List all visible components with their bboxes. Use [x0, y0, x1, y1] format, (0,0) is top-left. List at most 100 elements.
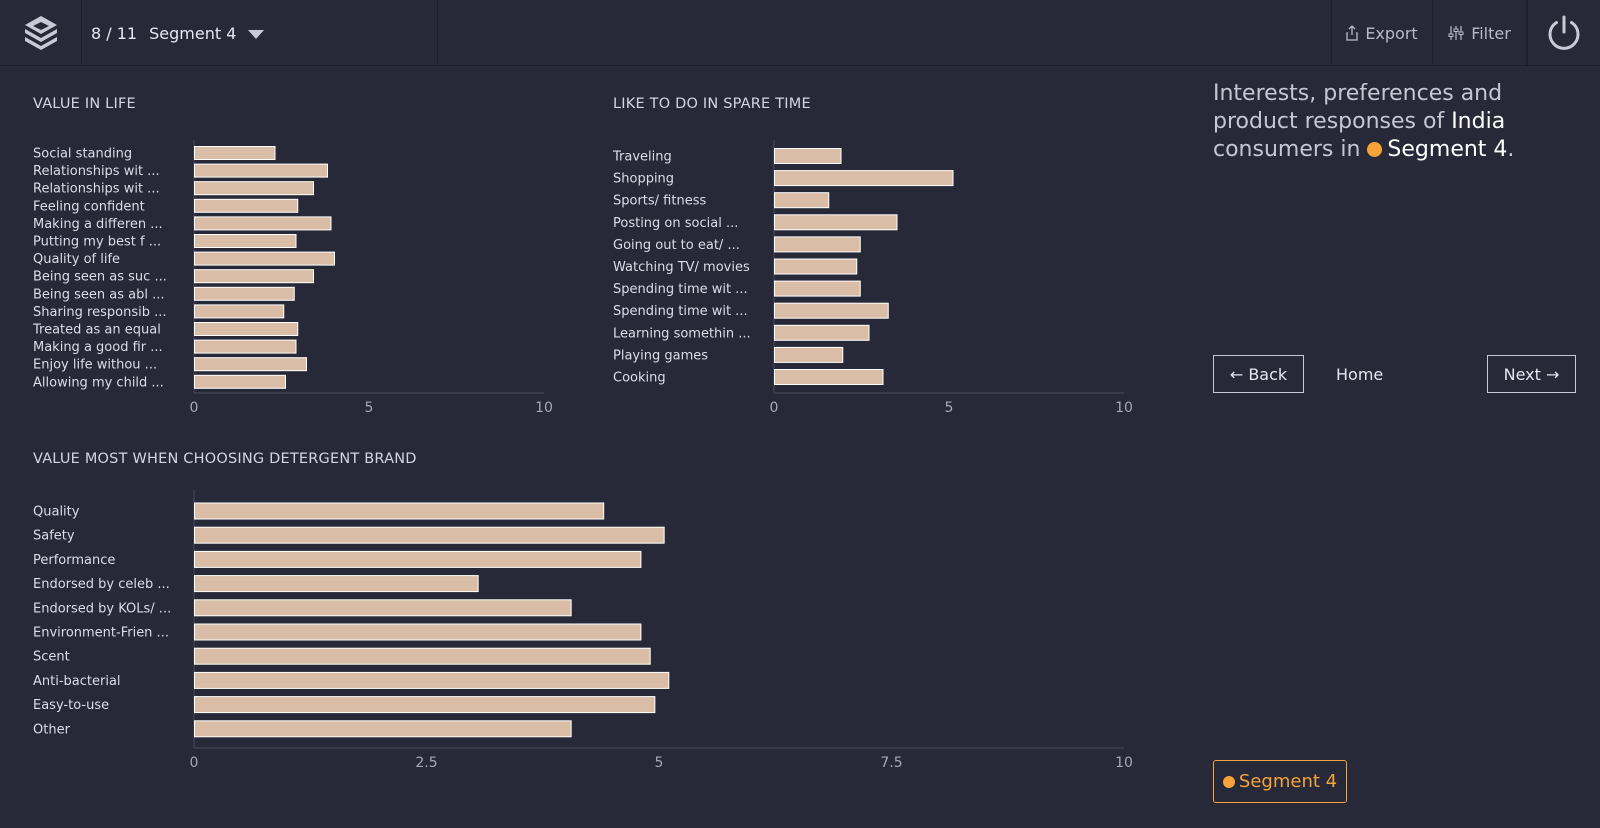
export-button[interactable]: Export [1331, 0, 1432, 66]
sliders-icon [1448, 25, 1464, 41]
back-button[interactable]: ← Back [1213, 355, 1304, 393]
filter-label: Filter [1471, 23, 1511, 43]
bar[interactable] [194, 720, 572, 738]
bar[interactable] [194, 234, 297, 248]
bar[interactable] [194, 216, 332, 231]
filter-button[interactable]: Filter [1432, 0, 1526, 66]
headline-end: . [1507, 137, 1515, 162]
category-label: Sharing responsib ... [33, 305, 166, 320]
bar[interactable] [774, 214, 898, 231]
category-label: Learning somethin ... [613, 326, 751, 341]
bar[interactable] [194, 146, 276, 160]
top-bar: 8 / 11 Segment 4 Export Filter [0, 0, 1600, 66]
x-tick-label: 10 [535, 400, 553, 416]
category-label: Watching TV/ movies [613, 260, 750, 275]
bar[interactable] [194, 357, 307, 372]
category-label: Making a good fir ... [33, 340, 163, 355]
page-headline: Interests, preferences and product respo… [1213, 80, 1583, 164]
home-link[interactable]: Home [1336, 364, 1384, 384]
category-label: Spending time wit ... [613, 282, 748, 297]
category-label: Endorsed by celeb ... [33, 577, 170, 592]
x-tick-label: 0 [770, 400, 779, 416]
bar[interactable] [194, 502, 605, 520]
bar[interactable] [194, 374, 286, 389]
bar[interactable] [194, 623, 642, 641]
logo-icon [24, 16, 57, 50]
headline-text: Interests, preferences and product respo… [1213, 81, 1503, 134]
category-label: Shopping [613, 172, 674, 187]
power-icon [1548, 15, 1580, 50]
headline-segment: Segment 4 [1387, 137, 1508, 162]
category-label: Anti-bacterial [33, 674, 121, 689]
spare-time-chart: Traveling Shopping Sports/ fitness Posting … [612, 140, 1133, 416]
category-label: Feeling confident [33, 199, 145, 214]
bar[interactable] [194, 550, 642, 568]
x-tick-label: 2.5 [415, 755, 437, 771]
bar[interactable] [774, 236, 861, 253]
power-button[interactable] [1526, 0, 1600, 66]
bar[interactable] [774, 346, 844, 363]
bar[interactable] [774, 302, 889, 319]
category-label: Being seen as abl ... [33, 287, 165, 302]
bar[interactable] [194, 322, 299, 336]
bar[interactable] [774, 258, 858, 275]
segment-dot-icon [1367, 142, 1383, 157]
category-label: Other [33, 722, 71, 737]
next-button[interactable]: Next → [1487, 355, 1576, 393]
bar[interactable] [194, 696, 656, 714]
category-label: Endorsed by KOLs/ ... [33, 601, 171, 616]
category-label: Cooking [613, 371, 666, 386]
bar[interactable] [774, 192, 830, 209]
segment-selector[interactable]: 8 / 11 Segment 4 [82, 0, 438, 66]
category-label: Environment-Frien ... [33, 626, 169, 641]
progress-counter: 8 / 11 [91, 23, 138, 43]
category-label: Relationships wit ... [33, 182, 160, 197]
bar[interactable] [774, 148, 842, 164]
export-label: Export [1365, 23, 1418, 43]
x-tick-label: 10 [1115, 400, 1133, 416]
bar[interactable] [194, 575, 479, 593]
category-label: Quality of life [33, 252, 120, 267]
category-label: Treated as an equal [32, 323, 161, 338]
x-tick-label: 10 [1115, 755, 1133, 771]
x-tick-label: 7.5 [880, 755, 902, 771]
bar[interactable] [194, 269, 314, 284]
x-tick-label: 5 [655, 755, 664, 771]
bar[interactable] [774, 369, 884, 385]
segment-name: Segment 4 [149, 23, 237, 43]
category-label: Allowing my child ... [33, 375, 164, 390]
detergent-brand-title: VALUE MOST WHEN CHOOSING DETERGENT BRAND [33, 451, 417, 467]
category-label: Spending time wit ... [613, 304, 748, 319]
bar[interactable] [194, 251, 335, 266]
bar[interactable] [194, 599, 572, 617]
bar[interactable] [194, 181, 314, 196]
bar[interactable] [194, 304, 285, 319]
segment-badge[interactable]: Segment 4 [1213, 760, 1347, 803]
bar[interactable] [194, 339, 297, 354]
segment-badge-label: Segment 4 [1238, 771, 1338, 792]
bar[interactable] [194, 286, 295, 301]
category-label: Posting on social ... [613, 216, 738, 231]
x-tick-label: 5 [365, 400, 374, 416]
segment-dot-icon [1222, 775, 1235, 788]
category-label: Performance [33, 553, 115, 568]
app-logo[interactable] [0, 0, 82, 66]
bar[interactable] [194, 526, 665, 544]
x-tick-label: 0 [190, 755, 199, 771]
share-icon [1346, 25, 1358, 41]
x-tick-label: 5 [945, 400, 954, 416]
bar[interactable] [774, 170, 954, 187]
bar[interactable] [194, 671, 670, 689]
category-label: Social standing [33, 147, 132, 162]
category-label: Scent [33, 650, 70, 665]
category-label: Sports/ fitness [613, 194, 706, 209]
category-label: Enjoy life withou ... [33, 358, 157, 373]
bar[interactable] [194, 198, 299, 213]
detergent-brand-chart: Quality Safety Performance Endorsed by cele… [33, 490, 1133, 771]
bar[interactable] [774, 324, 870, 341]
bar[interactable] [194, 163, 328, 178]
bar[interactable] [774, 280, 861, 297]
category-label: Traveling [612, 150, 672, 165]
bar[interactable] [194, 647, 651, 665]
category-label: Relationships wit ... [33, 164, 160, 179]
